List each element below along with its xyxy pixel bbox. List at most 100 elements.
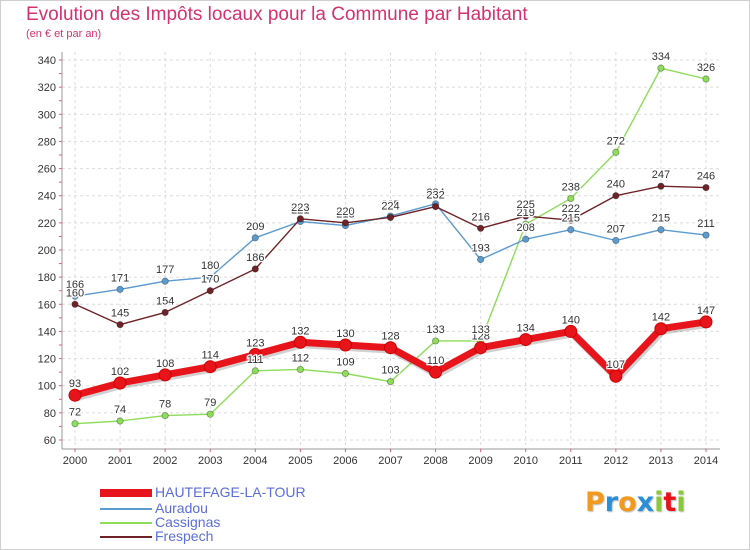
x-tick-label: 2009 — [468, 455, 492, 467]
legend-item-cassignas: Cassignas — [100, 514, 360, 530]
data-label: 193 — [471, 243, 489, 255]
data-point — [251, 265, 259, 273]
chart-subtitle: (en € et par an) — [26, 28, 102, 40]
x-tick-label: 2012 — [604, 455, 628, 467]
data-point — [296, 365, 304, 374]
y-tick-label: 180 — [38, 272, 56, 284]
data-point — [429, 365, 443, 379]
data-point — [474, 341, 488, 355]
data-point — [341, 369, 350, 378]
data-label: 208 — [517, 222, 535, 234]
data-point — [386, 213, 395, 222]
data-label: 145 — [111, 308, 129, 320]
y-tick-label: 80 — [44, 408, 56, 420]
legend-item-hautefage: HAUTEFAGE-LA-TOUR — [100, 484, 360, 500]
data-point — [702, 231, 710, 239]
data-label: 110 — [427, 355, 445, 367]
data-point — [71, 292, 79, 300]
data-point — [657, 182, 665, 190]
x-tick-label: 2011 — [559, 455, 583, 467]
y-tick-label: 160 — [38, 299, 56, 311]
data-point — [612, 236, 620, 245]
data-label: 272 — [607, 135, 625, 147]
legend-swatch-cassignas — [100, 522, 152, 524]
y-tick-label: 60 — [44, 435, 56, 447]
data-point — [338, 338, 352, 352]
data-label: 246 — [697, 171, 715, 183]
data-label: 225 — [381, 199, 399, 211]
data-point — [384, 341, 397, 355]
data-point — [564, 324, 578, 338]
data-label: 180 — [201, 260, 219, 272]
data-label: 154 — [156, 295, 174, 307]
logo-letter: i — [676, 487, 686, 518]
data-point — [116, 285, 124, 293]
data-label: 103 — [381, 365, 399, 377]
y-tick-label: 220 — [38, 218, 56, 230]
data-point — [519, 333, 533, 347]
data-point — [654, 322, 668, 336]
data-point — [113, 376, 127, 390]
legend-item-auradou: Auradou — [100, 500, 360, 516]
legend-label-frespech: Frespech — [155, 528, 214, 544]
data-point — [386, 378, 395, 386]
data-label: 247 — [652, 169, 670, 181]
data-label: 128 — [471, 331, 489, 343]
data-label: 114 — [201, 350, 219, 362]
y-tick-label: 320 — [38, 82, 56, 94]
y-tick-label: 340 — [38, 55, 56, 67]
x-tick-label: 2001 — [108, 455, 132, 467]
data-point — [206, 410, 214, 418]
data-point — [657, 64, 665, 72]
x-tick-label: 2008 — [423, 455, 447, 467]
data-label: 102 — [111, 366, 129, 378]
data-label: 171 — [111, 272, 129, 284]
data-label: 177 — [156, 264, 174, 276]
data-label: 334 — [652, 51, 670, 63]
legend-label-cassignas: Cassignas — [155, 514, 221, 530]
data-point — [293, 335, 307, 349]
data-label: 220 — [336, 206, 354, 218]
data-point — [567, 226, 575, 234]
data-point — [161, 277, 169, 285]
data-label: 132 — [291, 325, 309, 337]
y-tick-label: 140 — [38, 326, 56, 338]
data-label: 240 — [607, 179, 625, 191]
data-point — [567, 194, 575, 203]
data-label: 234 — [426, 187, 444, 199]
x-tick-label: 2010 — [513, 455, 537, 467]
data-point — [296, 215, 304, 223]
data-label: 111 — [247, 354, 264, 366]
data-label: 109 — [336, 357, 354, 369]
data-label: 112 — [292, 352, 310, 364]
y-tick-label: 120 — [38, 354, 56, 366]
data-point — [68, 388, 82, 402]
data-label: 140 — [562, 314, 580, 326]
data-label: 142 — [652, 312, 670, 324]
logo-letter: o — [618, 487, 637, 518]
data-label: 218 — [336, 209, 354, 221]
data-point — [116, 321, 124, 329]
x-tick-label: 2007 — [378, 455, 402, 467]
data-point — [609, 369, 623, 383]
data-label: 166 — [66, 279, 84, 291]
proxiti-logo: Proxiti — [585, 487, 686, 518]
data-point — [71, 300, 79, 308]
data-label: 238 — [562, 181, 580, 193]
data-label: 147 — [697, 305, 715, 317]
data-label: 222 — [562, 203, 580, 215]
data-point — [567, 216, 575, 224]
data-label: 232 — [426, 190, 444, 202]
data-label: 225 — [517, 199, 535, 211]
data-label: 219 — [517, 207, 535, 219]
data-label: 160 — [66, 287, 84, 299]
legend-swatch-auradou — [100, 508, 152, 510]
y-tick-label: 200 — [38, 245, 56, 257]
y-tick-label: 240 — [38, 191, 56, 203]
logo-letter: i — [654, 487, 664, 518]
data-point — [116, 417, 124, 425]
x-tick-label: 2013 — [649, 455, 673, 467]
data-label: 93 — [69, 378, 81, 390]
legend-label-hautefage: HAUTEFAGE-LA-TOUR — [155, 484, 306, 500]
